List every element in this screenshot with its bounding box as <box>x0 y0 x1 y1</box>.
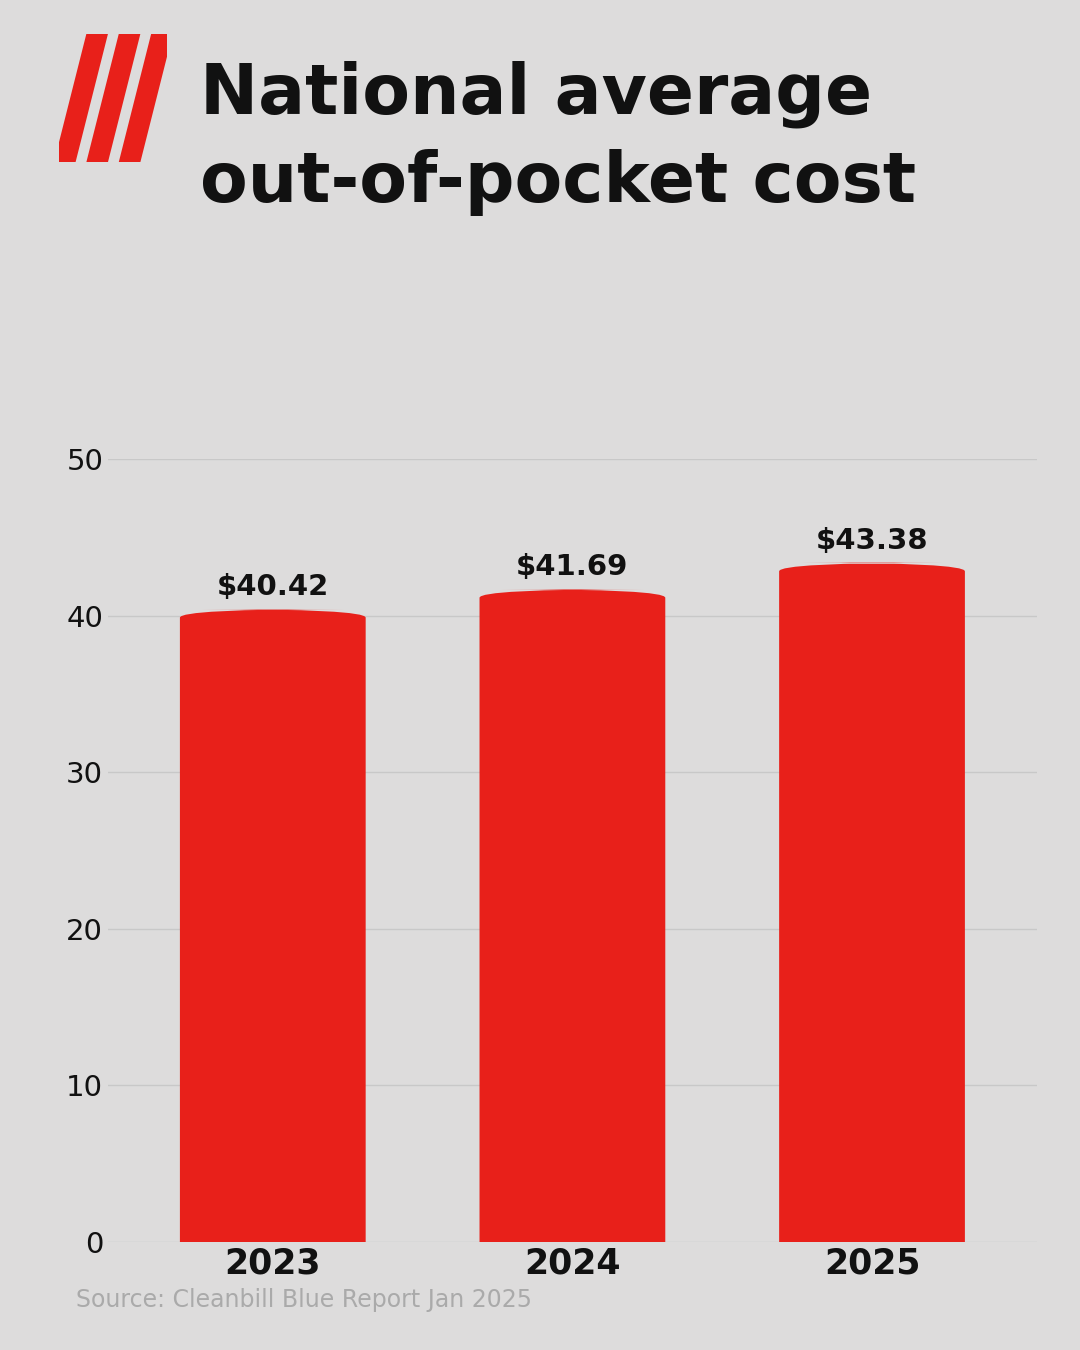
Polygon shape <box>54 34 108 162</box>
Text: $41.69: $41.69 <box>516 554 629 582</box>
FancyBboxPatch shape <box>480 589 665 1250</box>
Text: $40.42: $40.42 <box>217 574 329 601</box>
Text: out-of-pocket cost: out-of-pocket cost <box>200 148 916 216</box>
Text: $43.38: $43.38 <box>815 526 929 555</box>
Text: Source: Cleanbill Blue Report Jan 2025: Source: Cleanbill Blue Report Jan 2025 <box>76 1288 531 1312</box>
Polygon shape <box>86 34 140 162</box>
FancyBboxPatch shape <box>180 609 366 1250</box>
Text: National average: National average <box>200 61 872 128</box>
Polygon shape <box>119 34 173 162</box>
FancyBboxPatch shape <box>779 563 964 1250</box>
